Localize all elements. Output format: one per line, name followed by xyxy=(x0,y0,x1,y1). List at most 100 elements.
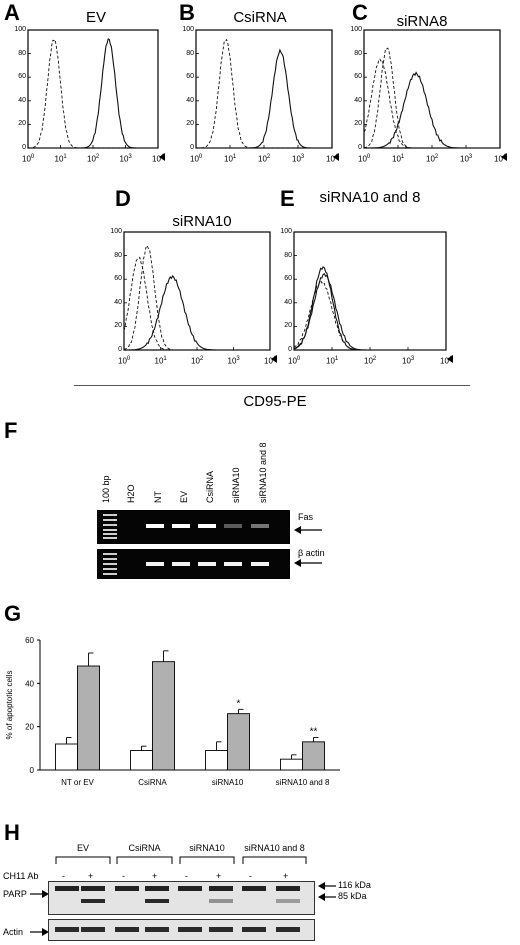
y-tick-label: 20 xyxy=(284,322,292,330)
panel-title-sirna8: siRNA8 xyxy=(396,13,448,30)
gel-lane-label: 100 bp xyxy=(101,475,111,503)
actin-band xyxy=(224,562,242,566)
gel-lane-label: H2O xyxy=(126,484,136,503)
bar xyxy=(77,665,100,771)
ladder-band xyxy=(103,514,117,516)
bar xyxy=(152,661,175,771)
ch11-ab-label: CH11 Ab xyxy=(3,871,39,881)
actin-western-arrow-icon xyxy=(30,928,49,936)
y-tick-label: 20 xyxy=(114,322,122,330)
panel-title-ev: EV xyxy=(85,9,106,26)
y-tick-label: 100 xyxy=(182,26,194,33)
y-tick-label: 20 xyxy=(186,120,194,128)
y-tick-label: 60 xyxy=(25,636,34,645)
gel-lane-label: NT xyxy=(153,491,163,503)
y-tick-label: 80 xyxy=(284,251,292,259)
actin-band xyxy=(55,927,79,932)
isotype-curve xyxy=(363,47,500,149)
parp-116-band xyxy=(115,886,139,891)
x-tick-label: 103 xyxy=(119,154,132,164)
y-tick-label: 60 xyxy=(284,275,292,283)
actin-arrow-icon xyxy=(294,559,322,567)
fas-label: Fas xyxy=(298,512,314,522)
panel-letter-b: B xyxy=(179,0,195,25)
apoptosis-bar-chart: 0 20 40 60 % of apoptotic cells NT or EV CsiRN… xyxy=(5,636,340,787)
parp-116-band xyxy=(209,886,233,891)
isotype-curve xyxy=(27,38,158,149)
y-tick-label: 40 xyxy=(186,96,194,104)
cd95-curve xyxy=(293,273,446,351)
histogram-a xyxy=(27,29,507,363)
gel-lane-label: siRNA10 and 8 xyxy=(258,442,268,503)
category-label: siRNA10 xyxy=(212,778,244,787)
cd95-curve xyxy=(293,266,446,351)
bar xyxy=(130,750,153,771)
y-tick-label: 0 xyxy=(118,346,122,353)
group-brackets xyxy=(55,856,307,864)
x-tick-label: 100 xyxy=(190,154,203,164)
y-tick-label: 40 xyxy=(18,96,26,104)
treatment-sign: - xyxy=(249,871,252,881)
parp-label: PARP xyxy=(3,889,27,899)
gate-marker-icon xyxy=(501,153,507,161)
ladder-band xyxy=(103,529,117,531)
treatment-sign: - xyxy=(122,871,125,881)
ladder-band xyxy=(103,563,117,565)
x-tick-label: 102 xyxy=(364,356,377,366)
panel-title-csirna: CsiRNA xyxy=(233,9,287,26)
y-tick-label: 20 xyxy=(354,120,362,128)
kda-85-label: 85 kDa xyxy=(338,891,367,901)
actin-band xyxy=(145,927,169,932)
actin-band xyxy=(146,562,164,566)
cd95-pe-label: CD95-PE xyxy=(243,393,307,410)
y-tick-label: 40 xyxy=(114,298,122,306)
panel-letter-h: H xyxy=(4,820,20,845)
fas-band xyxy=(224,524,242,528)
x-tick-label: 104 xyxy=(494,154,507,164)
panel-title-sirna10: siRNA10 xyxy=(172,213,232,230)
bar xyxy=(205,750,228,771)
panel-letter-c: C xyxy=(352,0,368,25)
gel-fas xyxy=(97,510,290,544)
panel-letter-d: D xyxy=(115,186,131,211)
y-tick-label: 60 xyxy=(186,73,194,81)
y-axis-label: % of apoptotic cells xyxy=(5,671,14,740)
y-tick-label: 20 xyxy=(25,723,34,732)
x-tick-label: 104 xyxy=(440,356,453,366)
parp-116-band xyxy=(178,886,202,891)
actin-label-western: Actin xyxy=(3,927,24,937)
gel-lane-label: CsiRNA xyxy=(205,470,215,503)
panel-letter-e: E xyxy=(280,186,295,211)
y-tick-label: 0 xyxy=(288,346,292,353)
y-tick-label: 40 xyxy=(284,298,292,306)
gate-marker-icon xyxy=(447,355,453,363)
category-label: CsiRNA xyxy=(138,778,167,787)
isotype-curve xyxy=(363,58,500,149)
x-tick-label: 104 xyxy=(152,154,165,164)
parp-85-band xyxy=(209,899,233,903)
y-tick-label: 100 xyxy=(14,26,26,33)
kda-116-label: 116 kDa xyxy=(338,880,371,890)
y-tick-label: 60 xyxy=(354,73,362,81)
x-tick-label: 103 xyxy=(292,154,305,164)
histogram-frame xyxy=(123,231,271,351)
gate-marker-icon xyxy=(159,153,165,161)
gel-beta-actin xyxy=(97,549,290,579)
panel-letter-f: F xyxy=(4,418,18,443)
cd95-curve xyxy=(124,274,270,351)
gel-lane-label: siRNA10 xyxy=(231,467,241,503)
bar xyxy=(227,713,250,771)
x-tick-label: 100 xyxy=(118,356,131,366)
y-tick-label: 60 xyxy=(18,73,26,81)
x-tick-label: 102 xyxy=(426,154,439,164)
x-tick-label: 100 xyxy=(288,356,301,366)
x-tick-label: 103 xyxy=(227,356,240,366)
x-tick-label: 101 xyxy=(326,356,339,366)
ladder-band xyxy=(103,519,117,521)
treatment-sign: + xyxy=(152,871,158,881)
x-tick-label: 104 xyxy=(326,154,339,164)
category-label: NT or EV xyxy=(61,778,94,787)
western-parp-blot xyxy=(48,881,315,915)
parp-85-band xyxy=(276,899,300,903)
panel-title-sirna10-and-8: siRNA10 and 8 xyxy=(319,189,421,206)
